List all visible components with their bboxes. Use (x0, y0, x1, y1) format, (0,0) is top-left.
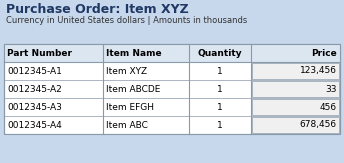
Text: 678,456: 678,456 (300, 120, 337, 129)
Bar (252, 99, 339, 115)
Text: 1: 1 (217, 103, 223, 111)
Text: Purchase Order: Item XYZ: Purchase Order: Item XYZ (6, 3, 189, 16)
Text: Item ABCDE: Item ABCDE (106, 84, 161, 94)
Text: 0012345-A4: 0012345-A4 (7, 120, 62, 129)
Bar (0, 134, 344, 163)
Text: 0012345-A3: 0012345-A3 (7, 103, 62, 111)
Bar (252, 117, 339, 133)
Bar (4, 44, 340, 134)
Text: Item Name: Item Name (106, 49, 162, 58)
Text: Currency in United States dollars | Amounts in thousands: Currency in United States dollars | Amou… (6, 16, 247, 25)
Text: Price: Price (311, 49, 337, 58)
Text: Item EFGH: Item EFGH (106, 103, 154, 111)
Text: Part Number: Part Number (7, 49, 72, 58)
Text: 0012345-A2: 0012345-A2 (7, 84, 62, 94)
Text: 0012345-A1: 0012345-A1 (7, 67, 62, 75)
Text: Item XYZ: Item XYZ (106, 67, 147, 75)
Bar (4, 44, 340, 134)
Text: 1: 1 (217, 67, 223, 75)
Bar (252, 81, 339, 97)
Bar (4, 44, 340, 62)
Text: 33: 33 (325, 84, 337, 94)
Bar (252, 63, 339, 79)
Text: Quantity: Quantity (197, 49, 242, 58)
Text: 123,456: 123,456 (300, 67, 337, 75)
Bar (0, 0, 344, 44)
Text: Item ABC: Item ABC (106, 120, 148, 129)
Text: 456: 456 (320, 103, 337, 111)
Text: 1: 1 (217, 84, 223, 94)
Text: 1: 1 (217, 120, 223, 129)
